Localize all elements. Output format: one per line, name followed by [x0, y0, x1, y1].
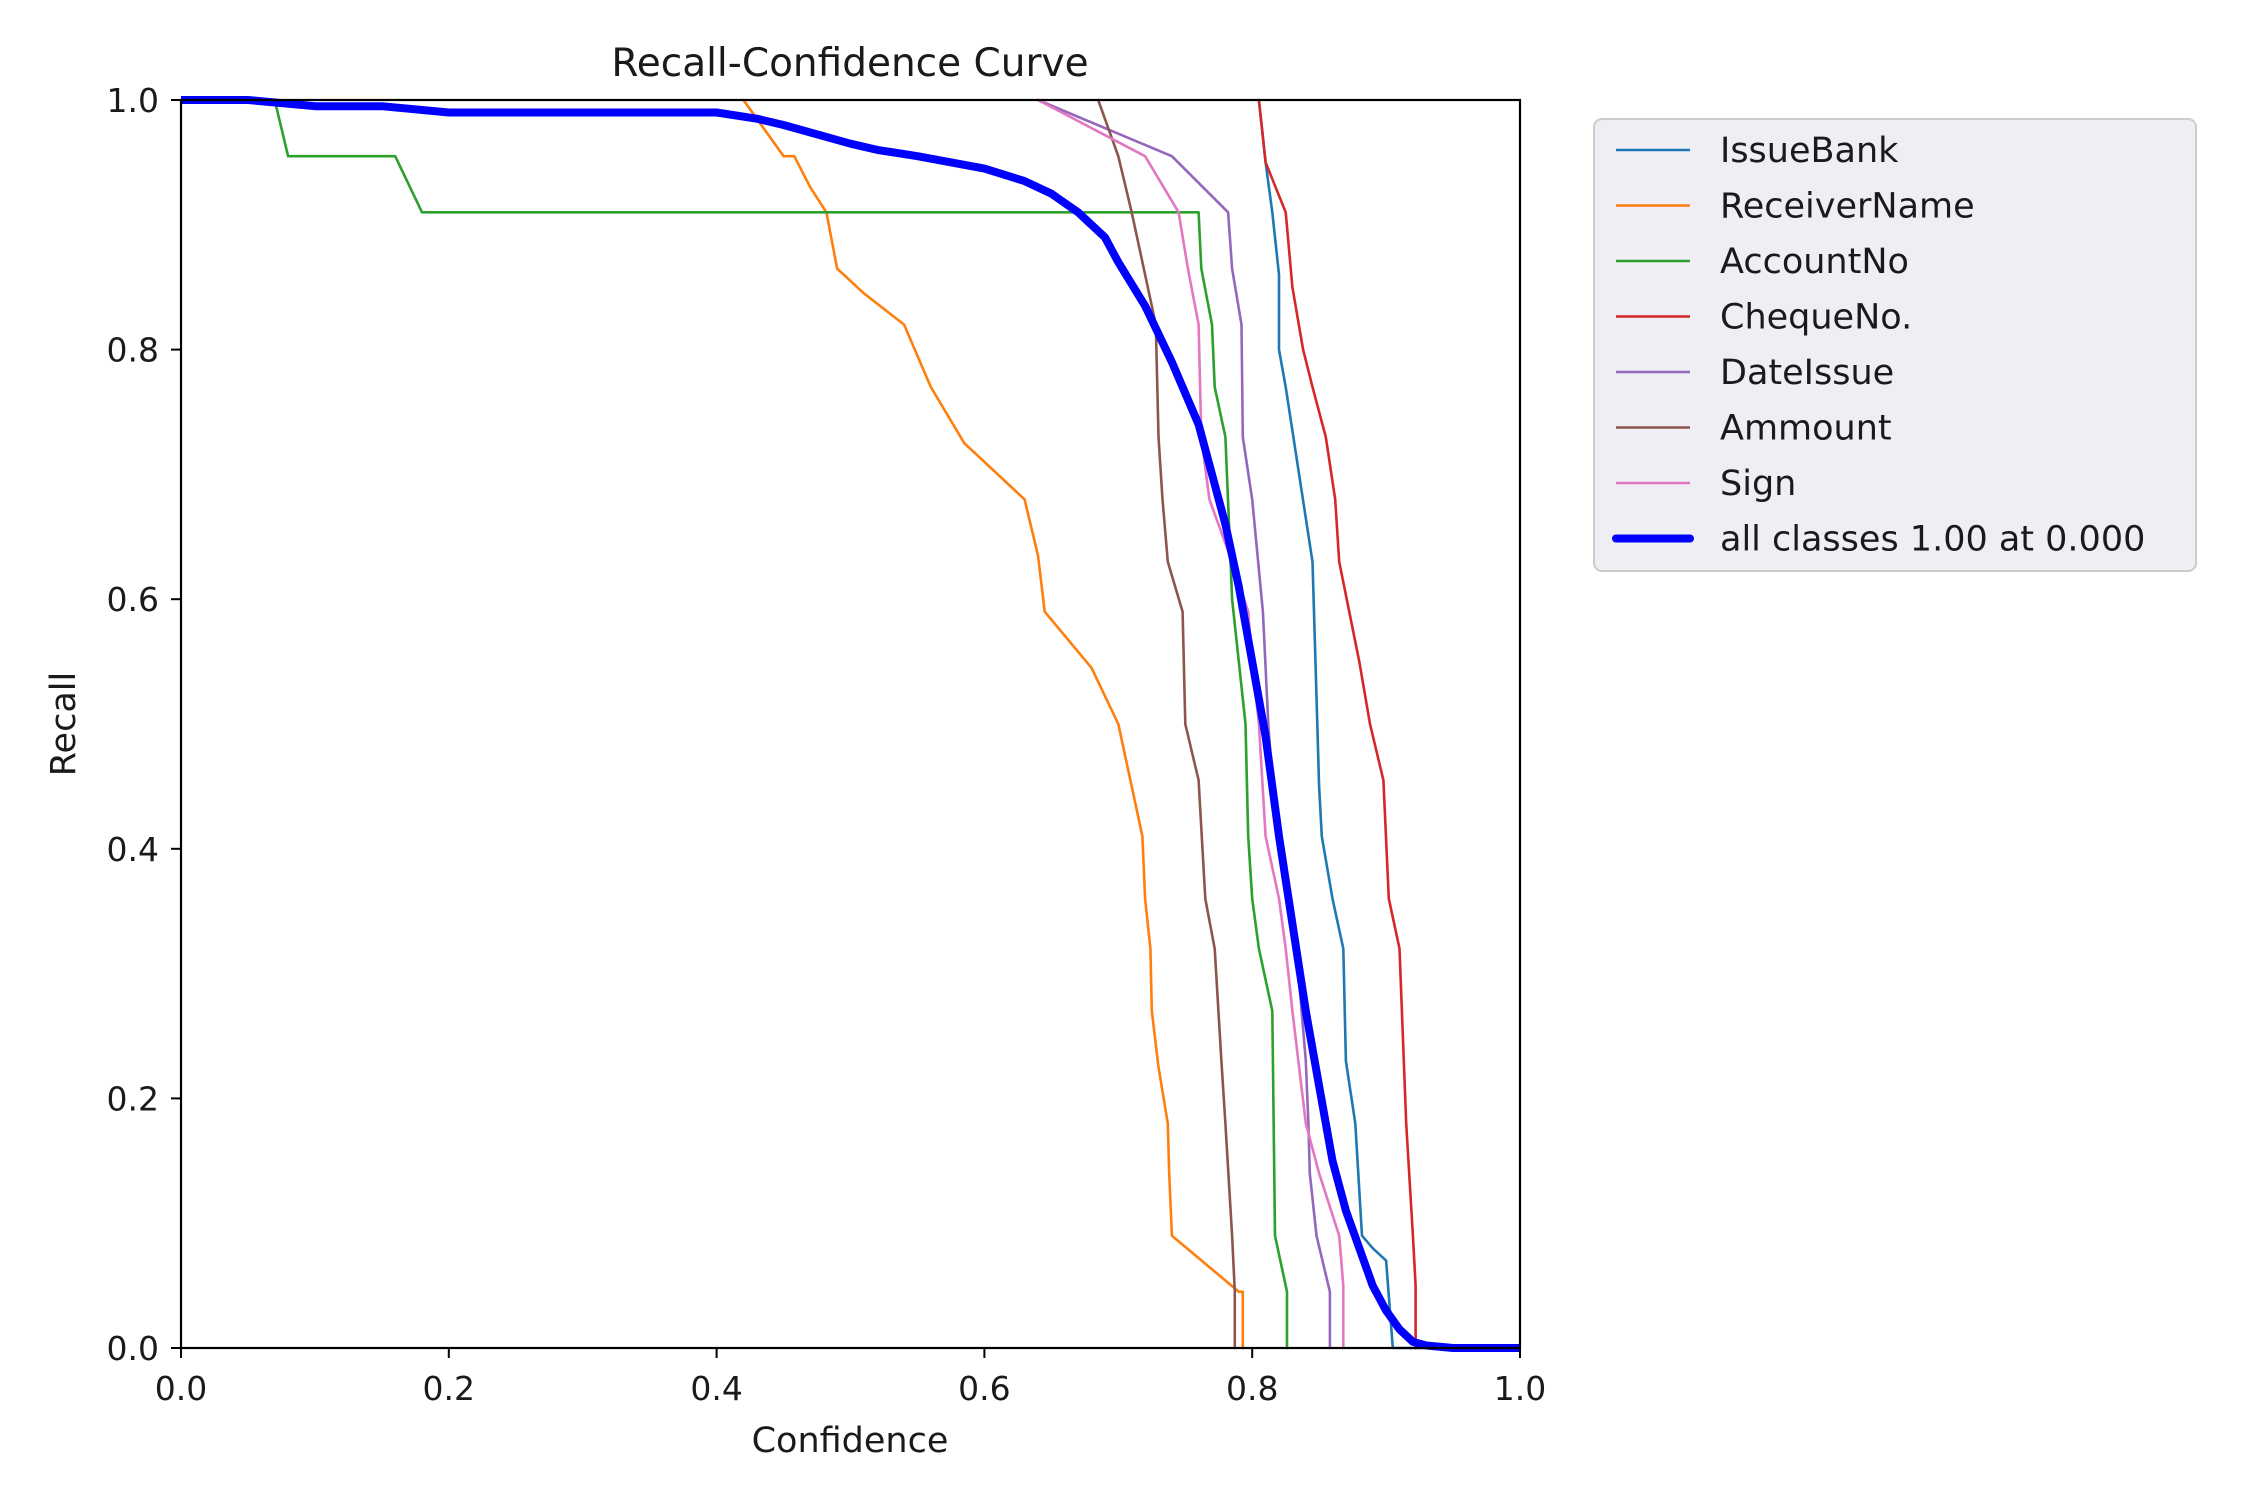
series-line-issuebank: [1257, 98, 1520, 1350]
legend-entry: AccountNo: [1616, 242, 1909, 282]
y-axis-label: Recall: [44, 672, 84, 776]
legend-entry: all classes 1.00 at 0.000: [1612, 520, 2145, 560]
chart-title: Recall-Confidence Curve: [611, 41, 1088, 86]
legend: IssueBank ReceiverName AccountNo ChequeNo. D…: [1593, 118, 2197, 572]
plot-frame: [179, 98, 1522, 1350]
legend-label: ChequeNo.: [1720, 298, 1912, 338]
legend-label: all classes 1.00 at 0.000: [1720, 520, 2145, 560]
legend-label: Ammount: [1720, 409, 1892, 449]
x-tick-label: 0.0: [155, 1369, 207, 1408]
legend-label: Sign: [1720, 464, 1796, 504]
series-line-chequeno: [1257, 98, 1417, 1350]
series-line-receivername: [742, 98, 1245, 1350]
x-axis: 0.0 0.2 0.4 0.6 0.8 1.0: [155, 1348, 1546, 1408]
x-tick-label: 0.2: [423, 1369, 475, 1408]
x-tick-label: 0.8: [1226, 1369, 1278, 1408]
y-tick-label: 1.0: [107, 81, 159, 120]
series-line-ammount: [1096, 98, 1237, 1350]
y-tick-label: 0.0: [107, 1329, 159, 1368]
legend-box: [1593, 118, 2197, 572]
series-layer: [181, 96, 1520, 1352]
y-axis: 0.0 0.2 0.4 0.6 0.8 1.0: [107, 81, 181, 1368]
x-tick-label: 1.0: [1494, 1369, 1546, 1408]
legend-label: IssueBank: [1720, 131, 1899, 171]
y-tick-label: 0.8: [107, 331, 159, 370]
legend-entry: ChequeNo.: [1616, 298, 1912, 338]
series-line-all-classes-1-00-at-0-000: [181, 96, 1520, 1352]
legend-entry: Sign: [1616, 464, 1796, 504]
legend-entry: IssueBank: [1616, 131, 1899, 171]
legend-label: ReceiverName: [1720, 187, 1975, 227]
y-tick-label: 0.6: [107, 580, 159, 619]
legend-entry: ReceiverName: [1616, 187, 1975, 227]
y-tick-label: 0.2: [107, 1079, 159, 1118]
series-line-accountno: [181, 98, 1289, 1350]
x-tick-label: 0.6: [958, 1369, 1010, 1408]
legend-label: AccountNo: [1720, 242, 1909, 282]
y-tick-label: 0.4: [107, 830, 159, 869]
x-axis-label: Confidence: [752, 1421, 949, 1461]
x-tick-label: 0.4: [690, 1369, 742, 1408]
legend-entry: DateIssue: [1616, 353, 1894, 393]
legend-entry: Ammount: [1616, 409, 1892, 449]
legend-label: DateIssue: [1720, 353, 1894, 393]
